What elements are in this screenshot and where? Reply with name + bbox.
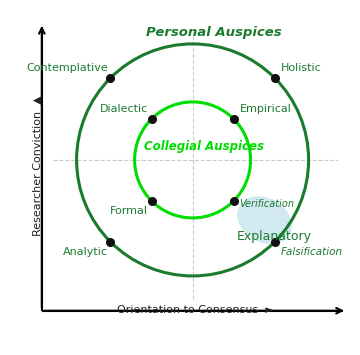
- Text: Collegial Auspices: Collegial Auspices: [144, 140, 264, 153]
- Text: Falsification: Falsification: [281, 247, 343, 257]
- Text: Explanatory: Explanatory: [237, 230, 312, 242]
- Text: Personal Auspices: Personal Auspices: [146, 26, 281, 39]
- Ellipse shape: [237, 196, 292, 244]
- Text: Dialectic: Dialectic: [100, 104, 148, 114]
- Text: Holistic: Holistic: [281, 63, 321, 73]
- Text: Empirical: Empirical: [239, 104, 291, 114]
- Text: Contemplative: Contemplative: [26, 63, 108, 73]
- Text: Researcher Conviction  ▲: Researcher Conviction ▲: [32, 95, 42, 236]
- Text: Analytic: Analytic: [63, 247, 108, 257]
- Text: Verification: Verification: [239, 199, 294, 209]
- Text: Orientation to Consensus  ►: Orientation to Consensus ►: [117, 305, 274, 315]
- Text: Formal: Formal: [110, 206, 148, 215]
